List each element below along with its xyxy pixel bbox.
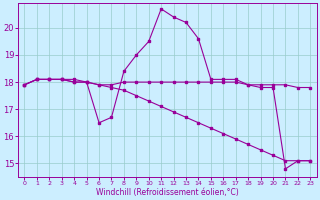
X-axis label: Windchill (Refroidissement éolien,°C): Windchill (Refroidissement éolien,°C) <box>96 188 239 197</box>
